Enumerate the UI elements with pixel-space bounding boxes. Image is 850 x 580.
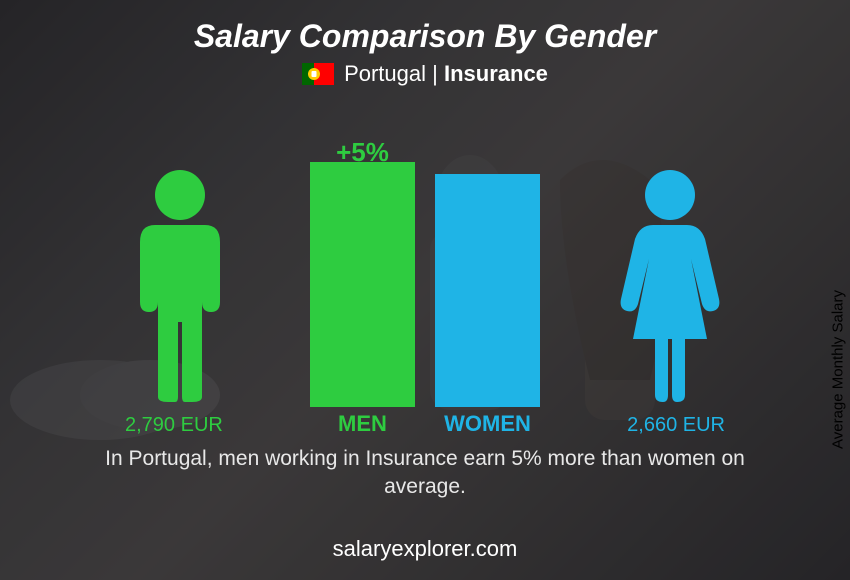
separator: | xyxy=(432,61,438,86)
sector-label: Insurance xyxy=(444,61,548,86)
men-gender-label: MEN xyxy=(310,411,415,437)
y-axis-label: Average Monthly Salary xyxy=(830,290,847,449)
women-salary-label: 2,660 EUR xyxy=(627,414,725,437)
men-bar xyxy=(310,162,415,407)
women-gender-label: WOMEN xyxy=(435,411,540,437)
footer-source: salaryexplorer.com xyxy=(0,536,850,562)
subtitle-row: Portugal | Insurance xyxy=(302,61,548,87)
female-person-icon xyxy=(615,167,725,407)
chart-area: +5% 2,790 EUR 2,660 EUR xyxy=(65,97,785,437)
portugal-flag-icon xyxy=(302,63,334,85)
subtitle-text: Portugal | Insurance xyxy=(344,61,548,87)
description-text: In Portugal, men working in Insurance ea… xyxy=(65,445,785,502)
country-label: Portugal xyxy=(344,61,426,86)
men-salary-label: 2,790 EUR xyxy=(125,414,223,437)
content-container: Salary Comparison By Gender Portugal | I… xyxy=(0,0,850,580)
page-title: Salary Comparison By Gender xyxy=(194,18,656,55)
women-bar xyxy=(435,174,540,407)
male-person-icon xyxy=(125,167,235,407)
